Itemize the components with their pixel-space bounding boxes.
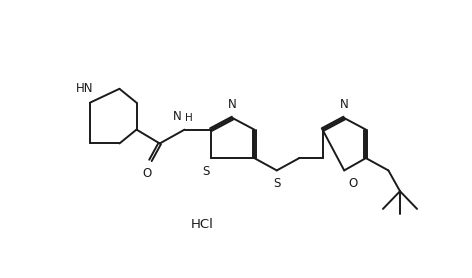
Text: S: S bbox=[202, 165, 210, 178]
Text: HN: HN bbox=[76, 82, 93, 95]
Text: S: S bbox=[273, 177, 280, 190]
Text: HCl: HCl bbox=[191, 218, 214, 231]
Text: N: N bbox=[228, 98, 237, 111]
Text: H: H bbox=[185, 113, 193, 123]
Text: O: O bbox=[143, 167, 152, 180]
Text: O: O bbox=[349, 177, 358, 190]
Text: N: N bbox=[173, 110, 181, 123]
Text: N: N bbox=[340, 98, 349, 111]
